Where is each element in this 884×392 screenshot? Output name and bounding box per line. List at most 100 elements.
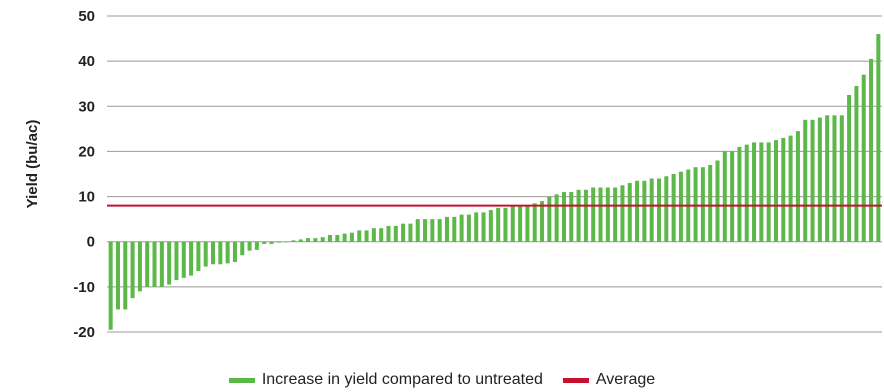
bar [276, 241, 281, 243]
bar [430, 219, 435, 242]
bar [313, 238, 318, 242]
bar [803, 119, 808, 242]
bar [481, 212, 486, 242]
bar [510, 205, 515, 242]
bar [540, 201, 545, 242]
y-tick-label: 50 [78, 8, 95, 25]
bar [137, 241, 142, 292]
bar [108, 241, 113, 330]
y-axis-title: Yield (bu/ac) [24, 120, 41, 209]
legend-swatch-increase [228, 377, 255, 383]
bar [525, 205, 530, 242]
bar [306, 238, 311, 242]
bar [518, 205, 523, 242]
bar [591, 187, 596, 242]
bar [327, 234, 333, 242]
bar [254, 241, 259, 250]
bar [817, 117, 822, 242]
bar [379, 228, 384, 242]
bar [664, 176, 669, 242]
bar [708, 164, 713, 242]
bar [861, 74, 866, 242]
bar [415, 219, 420, 242]
bar [167, 241, 172, 285]
bar [752, 142, 757, 242]
bar [854, 85, 859, 242]
bar [839, 115, 844, 242]
bar [152, 241, 157, 287]
bar [371, 228, 376, 242]
bar [671, 174, 676, 242]
bar [788, 135, 793, 242]
bar [773, 140, 778, 242]
bar [159, 241, 164, 287]
bar [876, 34, 881, 242]
bar [225, 241, 230, 264]
bar [613, 187, 618, 242]
bar [218, 241, 223, 265]
bar [503, 207, 508, 242]
bar [423, 219, 428, 242]
bar [656, 178, 662, 242]
bar [554, 194, 559, 242]
bar [635, 180, 640, 242]
bar [240, 241, 245, 256]
bar [569, 192, 574, 242]
bar [488, 210, 493, 242]
bar [437, 219, 442, 242]
bar [408, 223, 413, 242]
y-tick-label: -10 [73, 279, 95, 296]
y-tick-label: 0 [87, 234, 95, 251]
bar [211, 241, 216, 265]
legend-label-increase: Increase in yield compared to untreated [261, 371, 543, 388]
bar [781, 137, 786, 242]
bar [598, 187, 603, 242]
bar [232, 241, 237, 263]
bar [561, 192, 566, 242]
bar [401, 223, 406, 242]
bar [620, 185, 625, 242]
bar [869, 58, 874, 242]
bar [247, 241, 252, 251]
bar [115, 241, 120, 310]
bar [576, 189, 581, 242]
legend: Increase in yield compared to untreated … [0, 371, 884, 389]
bar [262, 241, 267, 244]
bar [649, 178, 654, 242]
bar [298, 239, 303, 242]
bar [532, 203, 537, 242]
bar [496, 207, 501, 242]
legend-item-average: Average [562, 371, 656, 389]
bar [583, 189, 588, 242]
y-tick-label: 10 [78, 189, 95, 206]
bar [795, 131, 800, 242]
bar [364, 230, 369, 242]
bar [766, 142, 771, 242]
bar [459, 214, 464, 242]
legend-item-increase: Increase in yield compared to untreated [228, 371, 543, 389]
bar [678, 171, 683, 242]
bar [605, 187, 610, 242]
y-tick-label: -20 [73, 324, 95, 341]
bar [335, 234, 340, 242]
y-tick-label: 40 [78, 53, 95, 70]
bar [349, 232, 354, 242]
bar [291, 240, 296, 242]
bar [466, 214, 471, 242]
bar [444, 216, 449, 242]
bar [737, 146, 742, 242]
bar [123, 241, 128, 310]
bar [825, 115, 830, 242]
bar [320, 237, 325, 242]
legend-swatch-average [562, 377, 589, 383]
bar [847, 95, 852, 242]
legend-label-average: Average [595, 371, 656, 388]
bar [145, 241, 150, 287]
bar [181, 241, 186, 278]
bar [386, 225, 391, 242]
bar [196, 241, 201, 272]
bar [452, 216, 457, 242]
bar [189, 241, 194, 276]
